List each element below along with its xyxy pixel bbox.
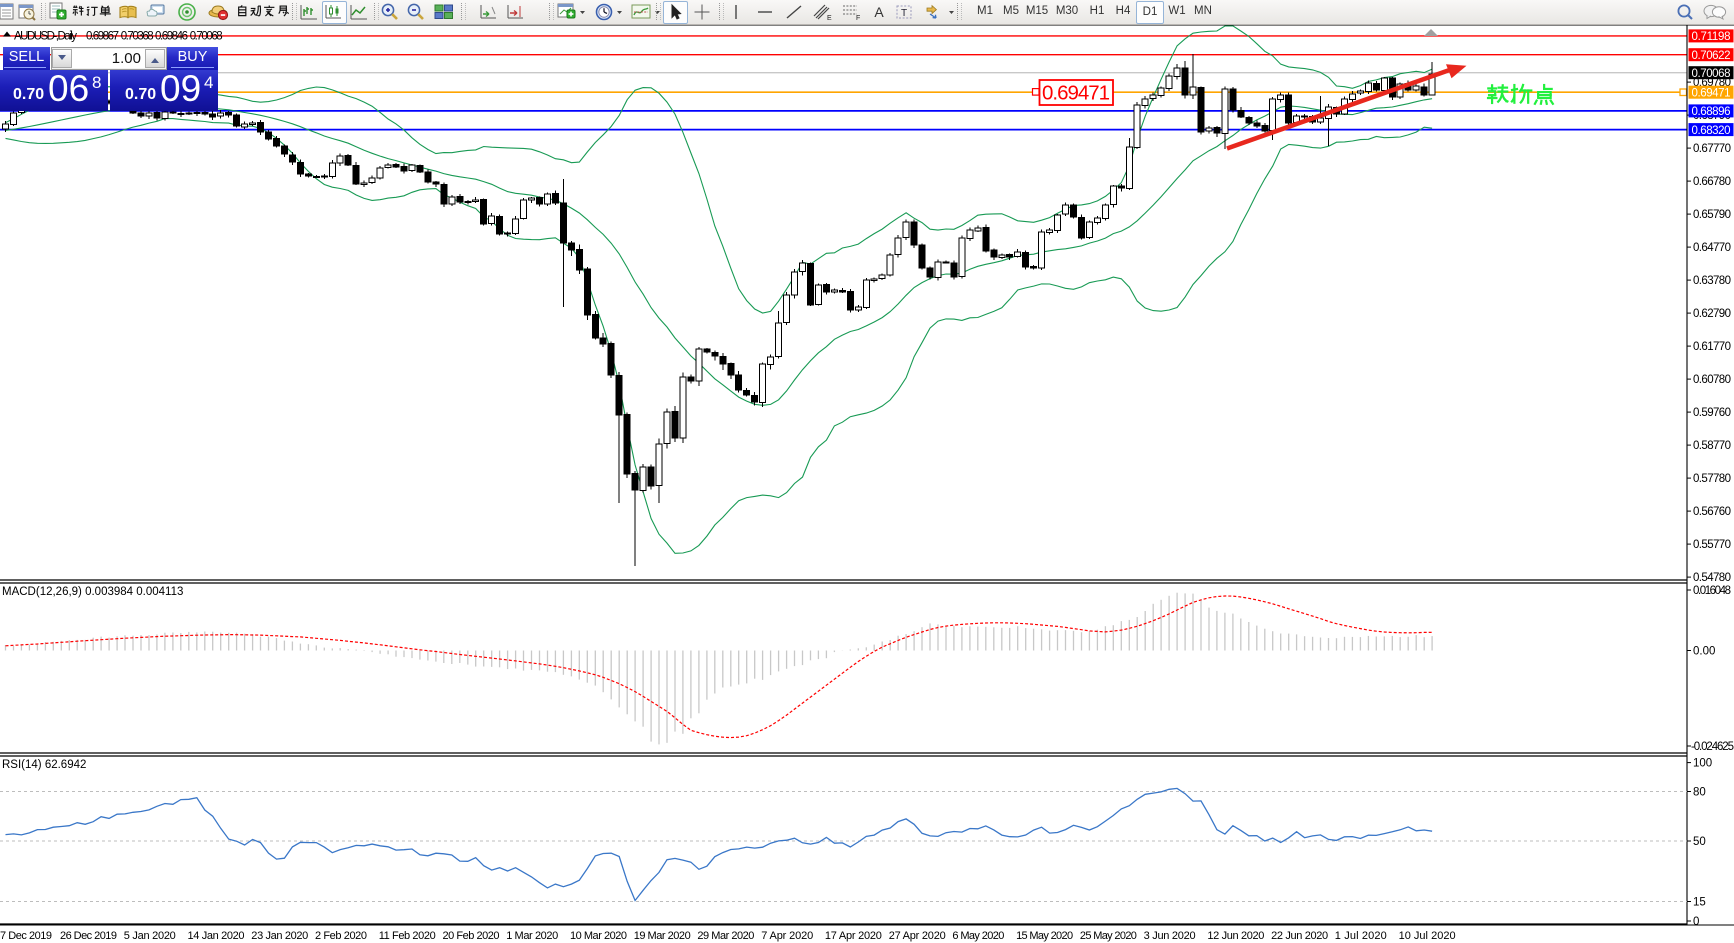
svg-text:2 Feb 2020: 2 Feb 2020 xyxy=(315,930,367,942)
svg-text:0.60780: 0.60780 xyxy=(1693,374,1731,386)
svg-text:0.69867: 0.69867 xyxy=(86,31,119,43)
svg-text:29 Mar 2020: 29 Mar 2020 xyxy=(697,930,754,942)
svg-text:0.57780: 0.57780 xyxy=(1693,473,1731,485)
svg-text:5 Jan 2020: 5 Jan 2020 xyxy=(124,930,176,942)
svg-text:T: T xyxy=(901,8,907,19)
svg-text:0.58770: 0.58770 xyxy=(1693,440,1731,452)
svg-text:E: E xyxy=(827,15,832,22)
svg-text:10 Jul 2020: 10 Jul 2020 xyxy=(1399,930,1456,942)
svg-text:14 Jan 2020: 14 Jan 2020 xyxy=(188,930,245,942)
svg-text:6 May 2020: 6 May 2020 xyxy=(952,930,1004,942)
svg-text:0.69471: 0.69471 xyxy=(1042,82,1110,105)
svg-text:0.70622: 0.70622 xyxy=(1692,50,1731,62)
svg-text:0.64770: 0.64770 xyxy=(1693,242,1731,254)
svg-text:0.63780: 0.63780 xyxy=(1693,275,1731,287)
svg-text:0.71198: 0.71198 xyxy=(1692,31,1731,43)
svg-text:12 Jun 2020: 12 Jun 2020 xyxy=(1207,930,1264,942)
svg-text:1 Mar 2020: 1 Mar 2020 xyxy=(506,930,558,942)
svg-text:80: 80 xyxy=(1693,787,1706,799)
svg-text:0.016048: 0.016048 xyxy=(1693,585,1731,597)
svg-text:0.00: 0.00 xyxy=(1693,646,1715,658)
svg-text:7 Dec 2019: 7 Dec 2019 xyxy=(0,930,52,942)
svg-text:25 May 2020: 25 May 2020 xyxy=(1080,930,1137,942)
svg-text:0.68896: 0.68896 xyxy=(1692,106,1731,118)
svg-text:F: F xyxy=(856,15,860,22)
svg-text:100: 100 xyxy=(1693,758,1712,770)
svg-text:0.69846: 0.69846 xyxy=(155,31,188,43)
svg-text:0.70068: 0.70068 xyxy=(1692,68,1731,80)
svg-text:0.68320: 0.68320 xyxy=(1692,125,1731,137)
svg-text:20 Feb 2020: 20 Feb 2020 xyxy=(443,930,500,942)
svg-text:7 Apr 2020: 7 Apr 2020 xyxy=(761,930,813,942)
svg-text:0.61770: 0.61770 xyxy=(1693,341,1731,353)
svg-text:-0.024625: -0.024625 xyxy=(1691,741,1734,753)
svg-text:0.65790: 0.65790 xyxy=(1693,209,1731,221)
svg-text:0: 0 xyxy=(1693,916,1699,928)
svg-text:MACD(12,26,9) 0.003984 0.00411: MACD(12,26,9) 0.003984 0.004113 xyxy=(2,586,183,598)
svg-text:23 Jan 2020: 23 Jan 2020 xyxy=(251,930,308,942)
svg-text:11 Feb 2020: 11 Feb 2020 xyxy=(379,930,436,942)
svg-text:50: 50 xyxy=(1693,836,1706,848)
svg-text:0.66780: 0.66780 xyxy=(1693,176,1731,188)
svg-text:0.70068: 0.70068 xyxy=(190,31,223,43)
svg-text:0.55770: 0.55770 xyxy=(1693,539,1731,551)
svg-text:10 Mar 2020: 10 Mar 2020 xyxy=(570,930,627,942)
svg-text:0.69471: 0.69471 xyxy=(1692,87,1731,99)
svg-text:15 May 2020: 15 May 2020 xyxy=(1016,930,1073,942)
svg-text:0.56760: 0.56760 xyxy=(1693,506,1731,518)
svg-text:0.67770: 0.67770 xyxy=(1693,143,1731,155)
svg-text:AUDUSD-,Daily: AUDUSD-,Daily xyxy=(14,31,77,43)
svg-text:0.62790: 0.62790 xyxy=(1693,308,1731,320)
svg-text:0.59760: 0.59760 xyxy=(1693,407,1731,419)
svg-text:22 Jun 2020: 22 Jun 2020 xyxy=(1271,930,1328,942)
svg-text:RSI(14) 62.6942: RSI(14) 62.6942 xyxy=(2,759,86,771)
svg-text:26 Dec 2019: 26 Dec 2019 xyxy=(60,930,117,942)
svg-text:19 Mar 2020: 19 Mar 2020 xyxy=(634,930,691,942)
svg-text:0.70368: 0.70368 xyxy=(121,31,154,43)
svg-text:0.54780: 0.54780 xyxy=(1693,572,1731,584)
svg-text:1 Jul 2020: 1 Jul 2020 xyxy=(1335,930,1387,942)
svg-text:17 Apr 2020: 17 Apr 2020 xyxy=(825,930,882,942)
svg-text:3 Jun 2020: 3 Jun 2020 xyxy=(1144,930,1196,942)
svg-text:27 Apr 2020: 27 Apr 2020 xyxy=(889,930,946,942)
svg-text:15: 15 xyxy=(1693,897,1706,909)
